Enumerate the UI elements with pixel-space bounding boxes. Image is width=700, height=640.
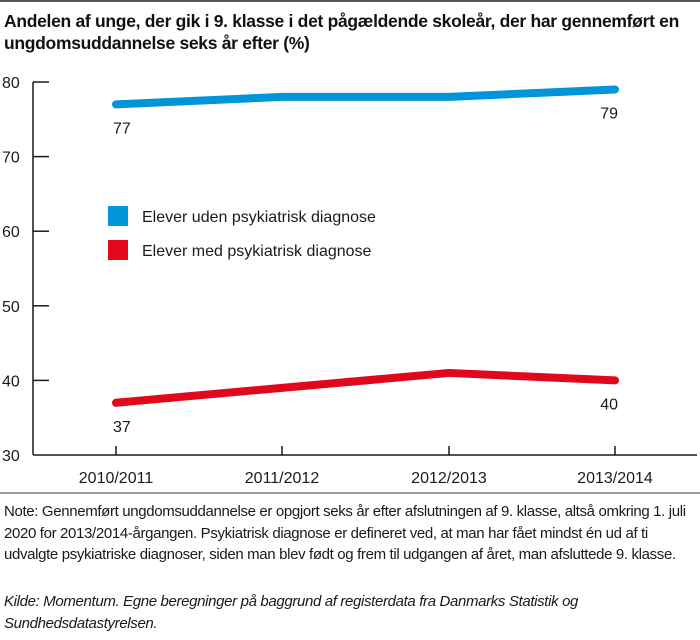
chart-title: Andelen af unge, der gik i 9. klasse i d… xyxy=(4,11,679,53)
series-line-0 xyxy=(112,85,619,109)
chart-note: Note: Gennemført ungdomsuddannelse er op… xyxy=(4,503,686,563)
data-label: 40 xyxy=(600,396,618,413)
legend: Elever uden psykiatrisk diagnose Elever m… xyxy=(108,206,376,260)
x-tick-label: 2010/2011 xyxy=(79,470,154,487)
x-tick-label: 2013/2014 xyxy=(577,470,653,487)
y-axis: 30 40 50 60 70 80 xyxy=(2,75,49,465)
chart-source: Kilde: Momentum. Egne beregninger på bag… xyxy=(4,593,579,632)
x-axis: 2010/2011 2011/2012 2012/2013 2013/2014 xyxy=(33,446,697,487)
data-label: 79 xyxy=(600,105,618,122)
data-label: 77 xyxy=(113,120,131,137)
y-tick-label: 60 xyxy=(2,224,20,241)
series-line-1 xyxy=(112,368,619,407)
footer-divider xyxy=(0,492,700,494)
legend-swatch xyxy=(108,240,128,260)
y-tick-label: 80 xyxy=(2,75,20,92)
legend-label: Elever med psykiatrisk diagnose xyxy=(142,243,372,260)
y-tick-label: 30 xyxy=(2,448,20,465)
legend-label: Elever uden psykiatrisk diagnose xyxy=(142,209,376,226)
x-tick-label: 2011/2012 xyxy=(245,470,320,487)
data-labels: 77 79 37 40 xyxy=(113,105,618,435)
series-lines xyxy=(112,85,619,407)
y-tick-label: 40 xyxy=(2,373,20,390)
y-tick-label: 70 xyxy=(2,150,20,167)
y-tick-label: 50 xyxy=(2,299,20,316)
line-chart: 30 40 50 60 70 80 2010/2011 2011/2012 2012/2013… xyxy=(2,75,697,487)
x-tick-label: 2012/2013 xyxy=(411,470,487,487)
top-rule xyxy=(0,0,700,2)
legend-swatch xyxy=(108,206,128,226)
data-label: 37 xyxy=(113,419,131,436)
